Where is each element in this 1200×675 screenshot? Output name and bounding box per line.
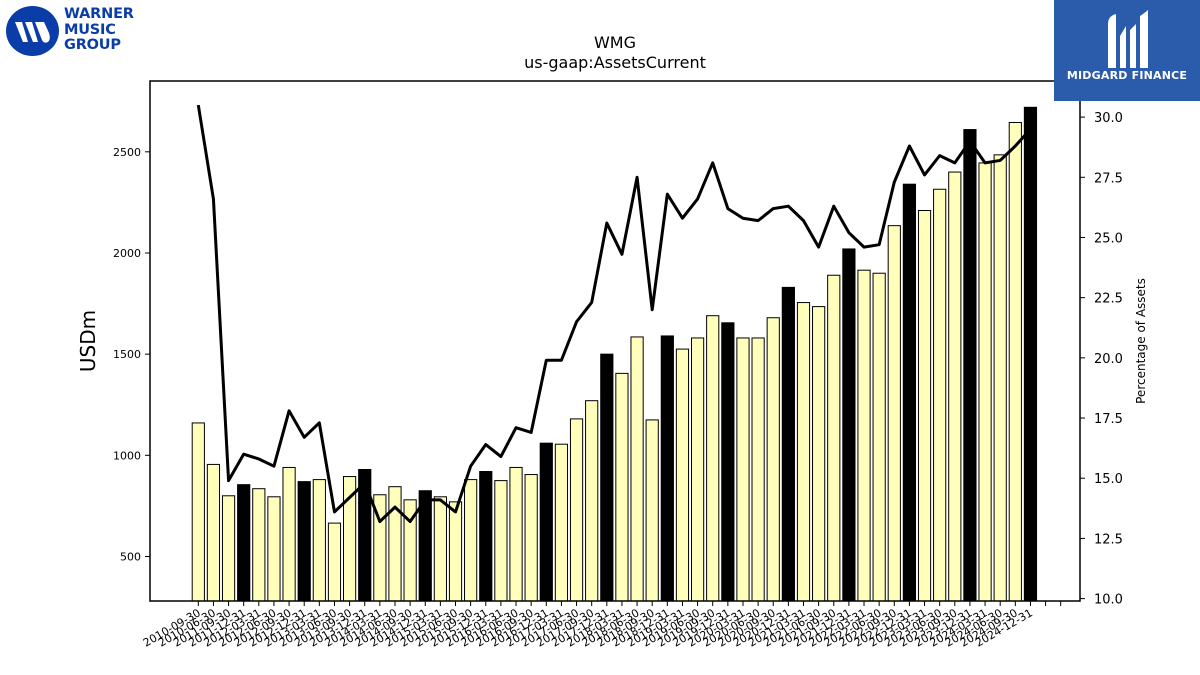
bar bbox=[963, 129, 977, 602]
bar bbox=[948, 171, 962, 602]
bar bbox=[721, 322, 735, 602]
bar bbox=[206, 463, 221, 602]
bar bbox=[448, 501, 463, 602]
bar bbox=[690, 337, 705, 602]
bar bbox=[464, 479, 478, 602]
midgard-logo-text: MIDGARD FINANCE bbox=[1066, 69, 1188, 82]
warner-music-group-logo: WARNER MUSIC GROUP bbox=[4, 4, 144, 58]
bar bbox=[827, 274, 841, 602]
x-axis-ticks: 2010-09-302010-06-302011-09-302011-12-31… bbox=[141, 601, 1062, 650]
bar bbox=[191, 422, 205, 602]
y2-axis-label: Percentage of Assets bbox=[1134, 278, 1148, 404]
bar bbox=[221, 495, 236, 602]
wmg-logo-line-2: MUSIC bbox=[64, 21, 116, 38]
bar bbox=[781, 286, 795, 602]
bar bbox=[917, 209, 932, 602]
right-axis-ticks: 10.0 12.5 15.0 17.5 20.0 22.5 25.0 27.5 30.0 bbox=[1080, 111, 1123, 608]
chart-title: WMG bbox=[594, 33, 636, 52]
y2-tick-label: 15.0 bbox=[1094, 472, 1123, 487]
y-tick-label: 1000 bbox=[113, 449, 141, 462]
y2-tick-label: 17.5 bbox=[1094, 412, 1123, 427]
bar bbox=[554, 443, 569, 602]
bar bbox=[675, 348, 690, 602]
chart-subtitle: us-gaap:AssetsCurrent bbox=[524, 53, 706, 72]
y-tick-label: 2000 bbox=[113, 247, 141, 260]
y2-tick-label: 20.0 bbox=[1094, 352, 1123, 367]
wmg-logo-line-3: GROUP bbox=[64, 37, 121, 53]
plot-frame bbox=[149, 80, 1081, 602]
y2-tick-label: 27.5 bbox=[1094, 171, 1123, 186]
bar bbox=[812, 306, 826, 602]
bar bbox=[902, 183, 917, 602]
wmg-logo-line-1: WARNER bbox=[64, 6, 134, 22]
wmg-badge-icon bbox=[6, 6, 59, 56]
bar bbox=[615, 372, 629, 602]
bar bbox=[796, 302, 811, 602]
bar bbox=[842, 248, 856, 602]
line-series-layer bbox=[196, 104, 1032, 524]
bar bbox=[509, 466, 523, 602]
bar bbox=[751, 337, 765, 602]
bar bbox=[237, 484, 251, 602]
y-tick-label: 1500 bbox=[113, 348, 141, 361]
bar bbox=[857, 269, 871, 602]
bar bbox=[312, 479, 326, 602]
y-tick-label: 500 bbox=[120, 550, 141, 563]
y2-tick-label: 22.5 bbox=[1094, 292, 1123, 307]
left-axis-ticks: 500 1000 1500 2000 2500 bbox=[113, 146, 150, 563]
y2-tick-label: 10.0 bbox=[1094, 593, 1123, 608]
bar bbox=[736, 337, 750, 602]
bar bbox=[524, 474, 538, 602]
bar bbox=[933, 188, 947, 602]
bar bbox=[479, 471, 493, 602]
bar bbox=[585, 400, 599, 602]
bar bbox=[297, 481, 311, 602]
bar bbox=[433, 496, 447, 602]
bar bbox=[388, 486, 402, 602]
percentage-line bbox=[196, 104, 1032, 524]
y2-tick-label: 30.0 bbox=[1094, 111, 1123, 126]
midgard-mark-icon bbox=[1108, 10, 1148, 68]
bar bbox=[267, 496, 281, 602]
bar bbox=[993, 154, 1007, 602]
bar bbox=[872, 272, 886, 602]
bar bbox=[327, 522, 342, 602]
bar bbox=[887, 225, 901, 602]
bar bbox=[766, 317, 780, 602]
bar bbox=[358, 468, 372, 602]
bar bbox=[494, 480, 508, 602]
bar bbox=[539, 442, 553, 602]
y-tick-label: 2500 bbox=[113, 146, 141, 159]
bar bbox=[1023, 106, 1038, 602]
y2-tick-label: 12.5 bbox=[1094, 532, 1123, 547]
bar bbox=[569, 418, 584, 602]
bar bbox=[252, 488, 266, 602]
y2-tick-label: 25.0 bbox=[1094, 231, 1123, 246]
bar bbox=[706, 315, 720, 602]
bar bbox=[282, 466, 296, 602]
bar bbox=[645, 419, 659, 602]
bar bbox=[978, 162, 992, 602]
bar bbox=[660, 335, 674, 602]
midgard-finance-logo: MIDGARD FINANCE bbox=[1054, 0, 1200, 101]
y-axis-label: USDm bbox=[76, 310, 100, 372]
bar-series bbox=[191, 106, 1038, 602]
bar bbox=[600, 353, 614, 602]
bar bbox=[630, 336, 644, 602]
bar bbox=[1008, 121, 1022, 602]
